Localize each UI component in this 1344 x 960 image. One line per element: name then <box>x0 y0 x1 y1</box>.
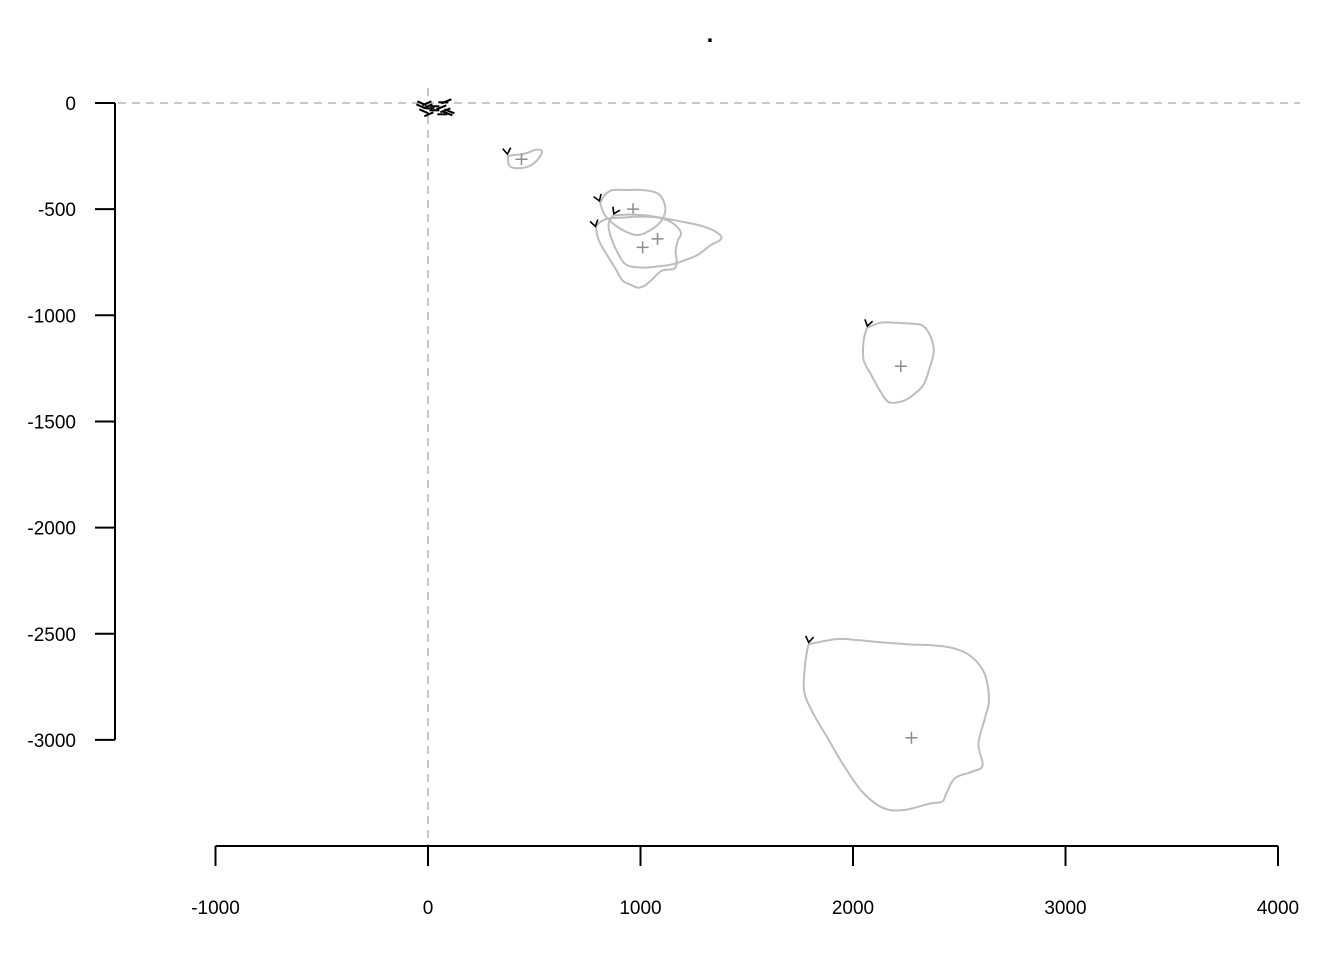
origin-mark <box>421 100 432 107</box>
loop-start-arrow <box>804 635 815 644</box>
loop-start-arrow <box>612 206 621 215</box>
x-tick-label: 0 <box>423 898 434 919</box>
loop-2 <box>593 188 667 237</box>
y-tick-label: -2500 <box>27 625 76 646</box>
y-tick-label: -2000 <box>27 519 76 540</box>
loop-6 <box>802 635 991 812</box>
loop-1 <box>502 147 543 170</box>
loop-start-arrow <box>864 319 874 328</box>
loop-start-arrow <box>589 219 599 228</box>
y-tick-label: 0 <box>65 94 76 115</box>
loop-outline <box>599 188 667 237</box>
loop-outline <box>607 213 723 269</box>
loop-outline <box>802 637 991 812</box>
x-tick-label: 4000 <box>1257 898 1299 919</box>
origin-mark <box>440 107 451 114</box>
y-tick-label: -3000 <box>27 731 76 752</box>
origin-mark <box>423 111 434 118</box>
axes: -1000 0 1000 2000 3000 4000 0 -500 -1000 -1500 -20… <box>27 94 1299 919</box>
loop-outline <box>594 215 683 289</box>
x-tick-label: 1000 <box>619 898 661 919</box>
loop-start-arrow <box>593 193 602 203</box>
reference-lines <box>118 88 1300 846</box>
origin-mark <box>418 108 429 115</box>
origin-mark <box>415 103 426 110</box>
y-tick-label: -1500 <box>27 412 76 433</box>
data-layer <box>415 98 991 812</box>
origin-cluster <box>415 98 455 118</box>
x-tick-label: 3000 <box>1044 898 1086 919</box>
loop-start-arrow <box>502 147 512 156</box>
loop-5 <box>861 319 935 404</box>
origin-mark <box>436 104 447 111</box>
x-tick-label: -1000 <box>191 898 240 919</box>
y-tick-label: -500 <box>38 200 76 221</box>
chart-title: . <box>707 21 714 48</box>
x-tick-label: 2000 <box>832 898 874 919</box>
y-tick-label: -1000 <box>27 306 76 327</box>
loop-outline <box>861 321 935 404</box>
loop-4 <box>589 215 683 289</box>
